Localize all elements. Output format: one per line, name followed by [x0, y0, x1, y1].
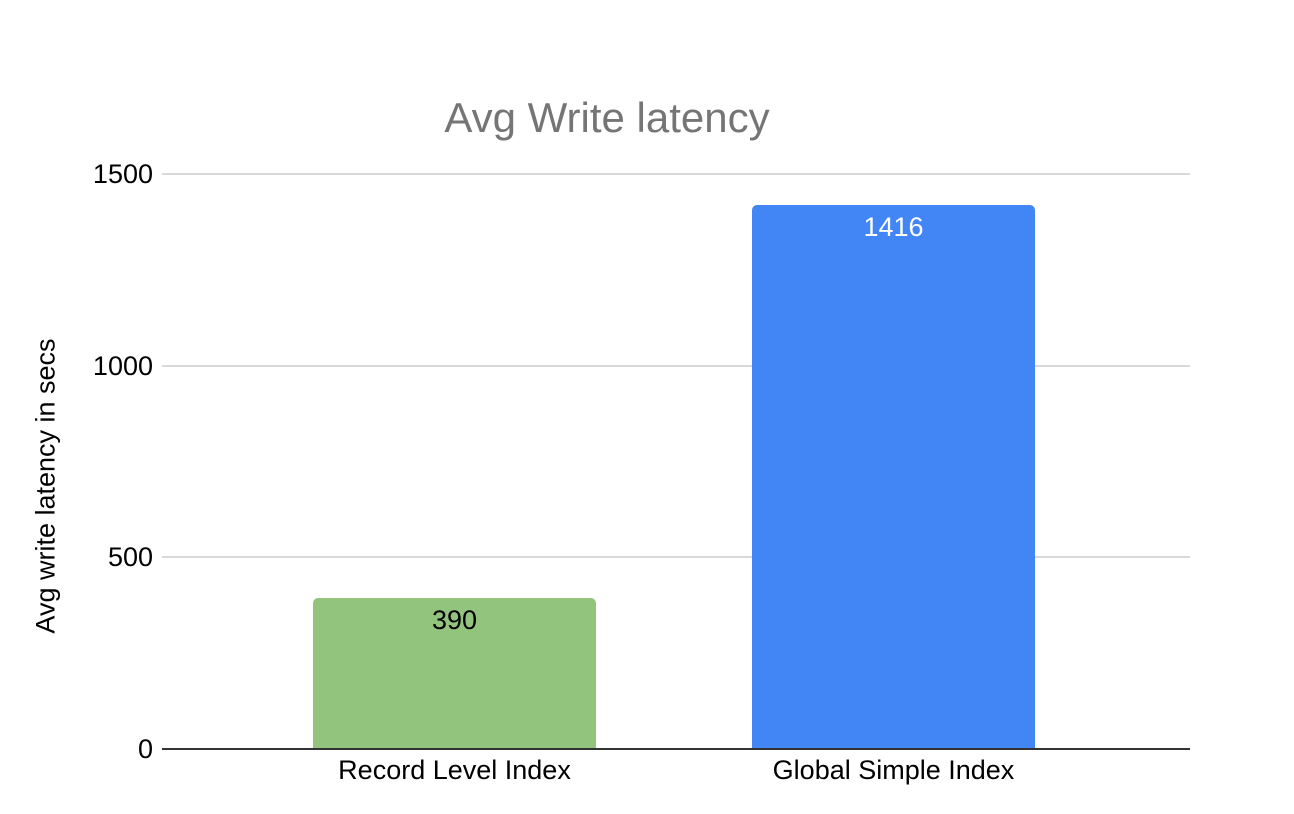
bar-record-level-index: 390: [313, 598, 596, 748]
bar-value-label-record-level-index: 390: [431, 605, 478, 635]
gridline-500: [162, 556, 1190, 558]
y-tick-label-500: 500: [107, 542, 153, 572]
bar-value-label-global-simple-index: 1416: [863, 212, 924, 242]
gridline-1000: [162, 365, 1190, 367]
bar-global-simple-index: 1416: [752, 205, 1035, 748]
y-tick-label-1000: 1000: [92, 351, 153, 381]
gridline-1500: [162, 173, 1190, 175]
x-axis-line: [162, 748, 1190, 750]
y-tick-label-0: 0: [137, 734, 153, 764]
chart-title: Avg Write latency: [444, 94, 770, 141]
x-category-label-global-simple-index: Global Simple Index: [772, 755, 1015, 785]
x-category-label-record-level-index: Record Level Index: [338, 755, 571, 785]
y-tick-label-1500: 1500: [92, 159, 153, 189]
